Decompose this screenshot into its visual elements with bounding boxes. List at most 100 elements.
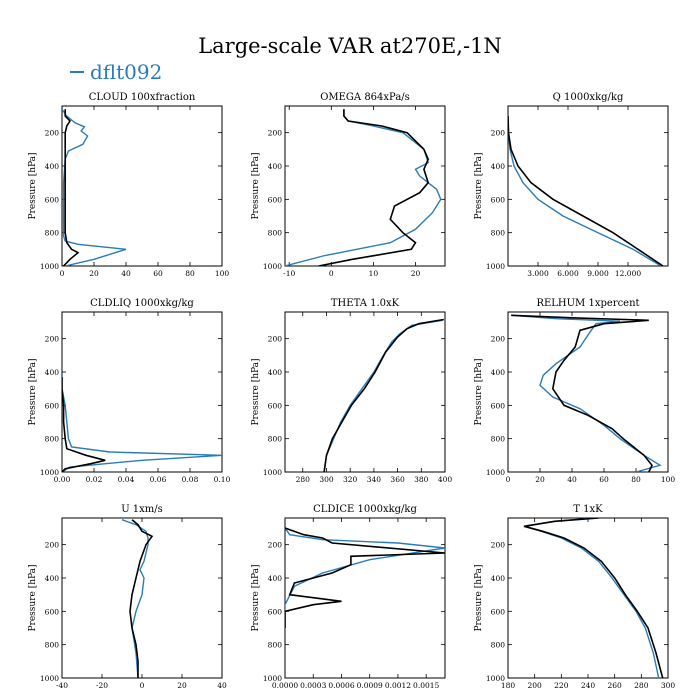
y-tick-label: 800 <box>491 641 506 650</box>
x-tick-label: 300 <box>319 475 334 484</box>
y-tick-label: 400 <box>268 368 283 377</box>
x-tick-label: 0.02 <box>86 475 103 484</box>
x-tick-label: 10 <box>369 269 379 278</box>
x-tick-label: 360 <box>390 475 405 484</box>
y-tick-label: 600 <box>45 195 60 204</box>
y-tick-label: 1000 <box>40 674 59 683</box>
panel-title: CLOUD 100xfraction <box>89 92 196 103</box>
x-tick-label: 12.000 <box>615 269 641 278</box>
y-tick-label: 600 <box>45 401 60 410</box>
x-tick-label: 40 <box>567 475 577 484</box>
x-tick-label: 0.0015 <box>413 681 439 690</box>
x-tick-label: -10 <box>283 269 295 278</box>
x-tick-label: 20 <box>177 681 187 690</box>
y-axis-label: Pressure [hPa] <box>251 358 261 425</box>
x-tick-label: 240 <box>581 681 596 690</box>
legend-swatch-dflt092 <box>70 71 84 73</box>
series-line-reference <box>508 115 664 266</box>
series-line-reference <box>318 109 430 266</box>
series-line-dflt092 <box>121 519 149 678</box>
series-line-reference <box>323 318 444 472</box>
x-tick-label: 220 <box>554 681 569 690</box>
y-tick-label: 600 <box>268 401 283 410</box>
x-tick-label: 180 <box>501 681 516 690</box>
x-tick-label: 400 <box>438 475 453 484</box>
y-tick-label: 800 <box>268 641 283 650</box>
series-line-dflt092 <box>62 375 222 472</box>
x-tick-label: 60 <box>153 269 163 278</box>
panel-title: THETA 1.0xK <box>331 298 400 309</box>
x-tick-label: 0.0012 <box>385 681 411 690</box>
y-tick-label: 600 <box>491 401 506 410</box>
panel-title: RELHUM 1xpercent <box>536 298 639 309</box>
y-tick-label: 600 <box>491 607 506 616</box>
y-tick-label: 800 <box>45 229 60 238</box>
x-tick-label: -40 <box>56 681 68 690</box>
y-tick-label: 800 <box>491 229 506 238</box>
x-tick-label: 0 <box>506 475 511 484</box>
panel-4: CLDLIQ 1000xkg/kg Pressure [hPa] 200 400 600… <box>28 298 231 484</box>
series-line-dflt092 <box>508 115 662 266</box>
y-tick-label: 1000 <box>486 262 505 271</box>
x-tick-label: 0.04 <box>118 475 135 484</box>
plot-frame <box>61 105 223 267</box>
panel-5: THETA 1.0xK Pressure [hPa] 200 400 600 800 100… <box>251 298 452 484</box>
x-tick-label: 6.000 <box>557 269 579 278</box>
y-tick-label: 600 <box>45 607 60 616</box>
y-tick-label: 800 <box>45 435 60 444</box>
x-tick-label: 3.000 <box>527 269 549 278</box>
y-tick-label: 1000 <box>263 674 282 683</box>
y-axis-label: Pressure [hPa] <box>28 564 38 631</box>
x-tick-label: 40 <box>217 681 227 690</box>
plot-frame <box>284 517 446 679</box>
x-tick-label: 280 <box>296 475 311 484</box>
legend: dflt092 <box>70 60 162 84</box>
plot-frame <box>507 517 669 679</box>
x-tick-label: 9.000 <box>587 269 609 278</box>
panel-title: CLDICE 1000xkg/kg <box>313 504 417 515</box>
y-tick-label: 400 <box>45 574 60 583</box>
y-tick-label: 200 <box>45 129 60 138</box>
panel-title: CLDLIQ 1000xkg/kg <box>90 298 194 309</box>
y-tick-label: 200 <box>268 335 283 344</box>
y-tick-label: 1000 <box>486 674 505 683</box>
y-tick-label: 800 <box>491 435 506 444</box>
y-tick-label: 1000 <box>263 262 282 271</box>
plot-frame <box>61 311 223 473</box>
y-tick-label: 800 <box>45 641 60 650</box>
series-line-dflt092 <box>62 108 127 266</box>
plot-frame <box>507 311 669 473</box>
y-axis-label: Pressure [hPa] <box>474 564 484 631</box>
x-tick-label: 100 <box>215 269 230 278</box>
y-tick-label: 1000 <box>263 468 282 477</box>
plot-frame <box>284 311 446 473</box>
page-title: Large-scale VAR at270E,-1N <box>198 34 502 58</box>
y-tick-label: 1000 <box>40 262 59 271</box>
y-tick-label: 600 <box>268 607 283 616</box>
y-axis-label: Pressure [hPa] <box>28 152 38 219</box>
series-line-reference <box>511 314 653 472</box>
x-tick-label: 20 <box>89 269 99 278</box>
y-tick-label: 400 <box>491 574 506 583</box>
y-tick-label: 400 <box>491 368 506 377</box>
series-line-dflt092 <box>285 109 442 266</box>
plot-frame <box>284 105 446 267</box>
panel-title: Q 1000xkg/kg <box>553 92 624 103</box>
plot-frame <box>507 105 669 267</box>
x-tick-label: 0.06 <box>150 475 167 484</box>
y-tick-label: 400 <box>268 574 283 583</box>
x-tick-label: 380 <box>414 475 429 484</box>
x-tick-label: 320 <box>343 475 358 484</box>
y-tick-label: 600 <box>491 195 506 204</box>
x-tick-label: 0.10 <box>214 475 231 484</box>
y-tick-label: 200 <box>45 335 60 344</box>
panel-title: OMEGA 864xPa/s <box>320 92 410 103</box>
y-tick-label: 1000 <box>40 468 59 477</box>
x-tick-label: 0 <box>140 681 145 690</box>
x-tick-label: 200 <box>528 681 543 690</box>
y-axis-label: Pressure [hPa] <box>28 358 38 425</box>
y-axis-label: Pressure [hPa] <box>474 152 484 219</box>
y-tick-label: 400 <box>45 162 60 171</box>
x-tick-label: 0.08 <box>182 475 199 484</box>
